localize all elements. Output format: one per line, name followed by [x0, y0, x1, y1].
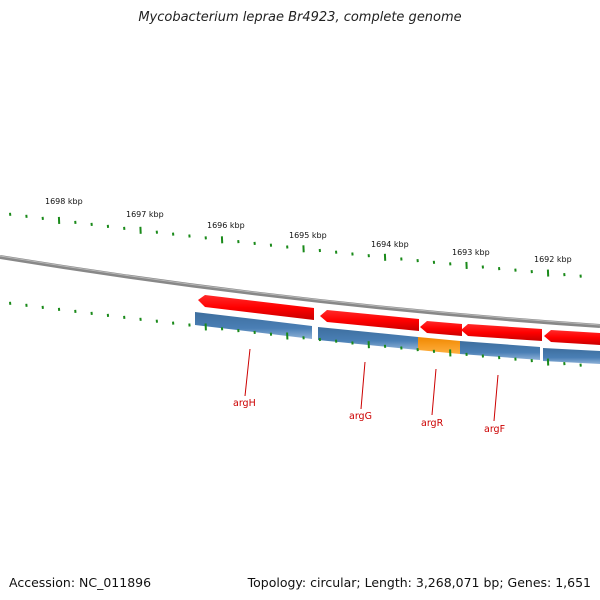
tick-label-1692: 1692 kbp	[534, 255, 572, 264]
tick-label-1694: 1694 kbp	[371, 240, 409, 249]
genome-backbone	[0, 255, 600, 328]
gene-argR[interactable]	[418, 337, 460, 354]
gene-argH[interactable]	[195, 312, 312, 339]
tick-label-1697: 1697 kbp	[126, 210, 164, 219]
gene-feature[interactable]	[543, 348, 600, 364]
outer-tick-ruler	[9, 212, 582, 278]
cds-feature[interactable]	[320, 310, 419, 331]
gene-argF[interactable]	[460, 341, 540, 360]
genome-summary-text: Topology: circular; Length: 3,268,071 bp…	[247, 575, 591, 590]
cds-feature[interactable]	[198, 295, 314, 320]
tick-label-1698: 1698 kbp	[45, 197, 83, 206]
gene-label-argG[interactable]: argG	[349, 411, 372, 422]
gene-label-argH[interactable]: argH	[233, 398, 256, 409]
genome-backbone-highlight	[0, 255, 600, 326]
tick-label-1696: 1696 kbp	[207, 221, 245, 230]
map-title: Mycobacterium leprae Br4923, complete ge…	[138, 10, 462, 25]
cds-feature[interactable]	[544, 330, 600, 345]
cds-feature[interactable]	[420, 321, 462, 336]
leader-line-argG	[360, 361, 366, 410]
gene-labels: argH argG argR argF	[233, 348, 505, 435]
tick-label-1695: 1695 kbp	[289, 231, 327, 240]
leader-line-argF	[493, 374, 499, 422]
inner-tick-ruler	[9, 301, 582, 367]
accession-text: Accession: NC_011896	[9, 575, 152, 590]
leader-line-argR	[431, 368, 437, 416]
tick-labels: 1698 kbp 1697 kbp 1696 kbp 1695 kbp 1694…	[45, 197, 572, 264]
gene-label-argF[interactable]: argF	[484, 424, 505, 435]
gene-label-argR[interactable]: argR	[421, 418, 444, 429]
outer-feature-track	[198, 295, 600, 345]
leader-line-argH	[244, 348, 251, 397]
tick-label-1693: 1693 kbp	[452, 248, 490, 257]
cds-feature[interactable]	[461, 324, 542, 341]
gene-argG[interactable]	[318, 327, 418, 350]
inner-feature-track	[195, 312, 600, 364]
